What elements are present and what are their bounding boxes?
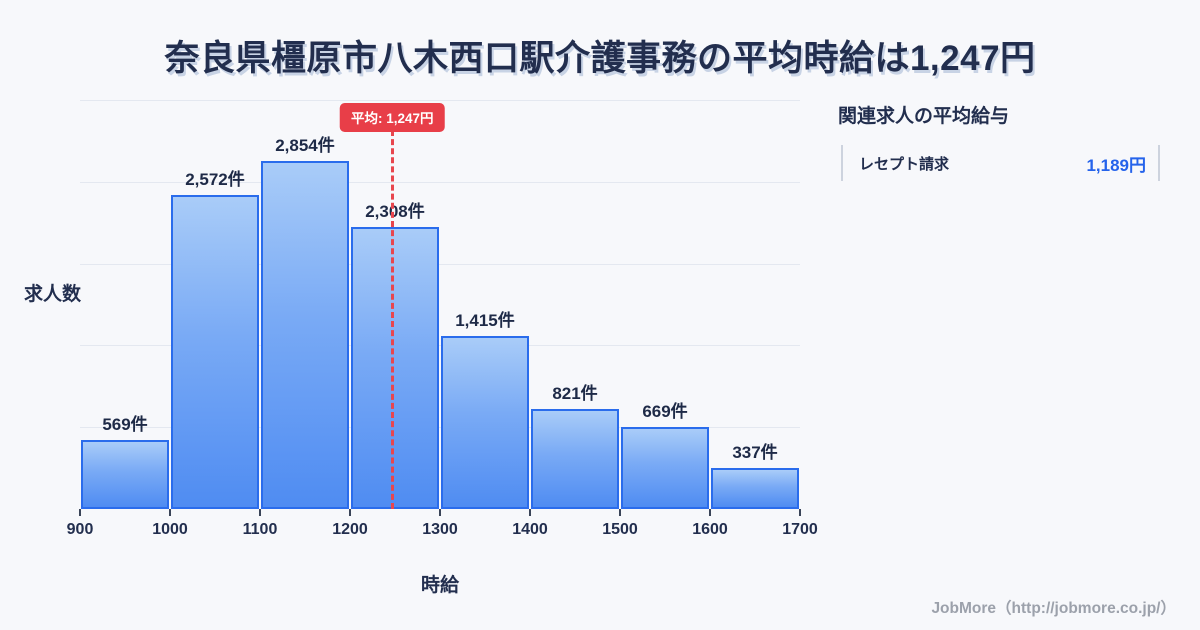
x-axis-tick-label: 1500 xyxy=(602,521,638,538)
x-axis-tick-label: 1600 xyxy=(692,521,728,538)
bar-value-label: 821件 xyxy=(552,384,598,403)
x-axis-tick xyxy=(529,509,531,516)
bar-value-label: 669件 xyxy=(642,402,688,421)
related-job-label: レセプト請求 xyxy=(859,155,950,173)
x-axis-tick xyxy=(79,509,81,516)
histogram-bar xyxy=(261,161,349,509)
x-axis-tick xyxy=(259,509,261,516)
x-axis-tick xyxy=(349,509,351,516)
footer-credit: JobMore（http://jobmore.co.jp/） xyxy=(931,600,1176,617)
histogram-bar xyxy=(621,427,709,509)
related-panel-heading: 関連求人の平均給与 xyxy=(838,106,1010,127)
bar-value-label: 2,854件 xyxy=(275,136,335,155)
histogram-bar xyxy=(81,440,169,509)
histogram-bar xyxy=(531,409,619,509)
histogram-plot-area: 569件 2,572件 2,854件 2,308件 1,415件 821件 669件 337件… xyxy=(67,100,818,538)
histogram-bar xyxy=(171,195,259,509)
y-axis-label: 求人数 xyxy=(24,284,82,305)
x-axis-tick-label: 1700 xyxy=(782,521,818,538)
related-job-value: 1,189円 xyxy=(1086,155,1146,175)
mean-line xyxy=(390,130,394,509)
histogram-bar xyxy=(711,468,799,509)
histogram-bar xyxy=(351,227,439,509)
bar-value-label: 1,415件 xyxy=(455,311,515,330)
x-axis-tick xyxy=(799,509,801,516)
x-axis-tick-label: 900 xyxy=(66,521,94,538)
x-axis-tick-label: 1200 xyxy=(332,521,368,538)
bar-value-label: 569件 xyxy=(102,415,148,434)
x-axis-tick-label: 1300 xyxy=(422,521,458,538)
mean-badge: 平均: 1,247円 xyxy=(340,103,445,132)
x-axis-tick xyxy=(439,509,441,516)
x-axis-tick-label: 1100 xyxy=(242,521,278,538)
x-axis-tick-label: 1000 xyxy=(152,521,188,538)
gridline xyxy=(80,427,800,429)
gridline xyxy=(80,263,800,265)
gridline xyxy=(80,181,800,183)
x-axis-tick xyxy=(709,509,711,516)
related-job-row: レセプト請求 1,189円 xyxy=(841,145,1160,181)
x-axis-tick xyxy=(169,509,171,516)
x-axis-tick xyxy=(619,509,621,516)
bar-value-label: 2,572件 xyxy=(185,170,245,189)
bar-value-label: 337件 xyxy=(732,443,778,462)
related-panel-rows: レセプト請求 1,189円 xyxy=(841,145,1160,181)
page-title: 奈良県橿原市八木西口駅介護事務の平均時給は1,247円 xyxy=(164,39,1036,78)
gridline xyxy=(80,100,800,101)
x-axis-tick-label: 1400 xyxy=(512,521,548,538)
histogram-bar xyxy=(441,336,529,509)
gridline xyxy=(80,345,800,347)
x-axis-label: 時給 xyxy=(420,575,459,596)
bar-value-label: 2,308件 xyxy=(365,202,425,221)
